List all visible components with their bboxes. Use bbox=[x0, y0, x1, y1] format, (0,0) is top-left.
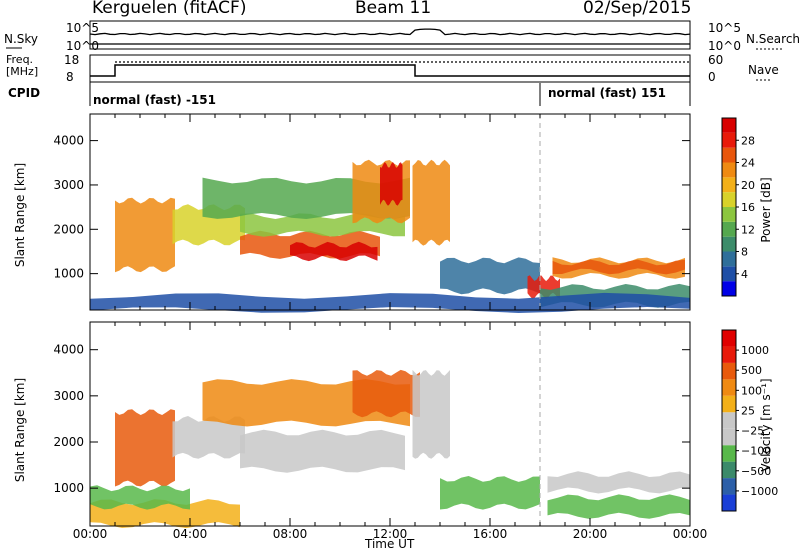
xtick-label-6: 00:00 bbox=[673, 527, 708, 541]
data-region-1-5 bbox=[412, 369, 450, 459]
xtick-label-5: 20:00 bbox=[573, 527, 608, 541]
colorbar-tick-label-0-0: 28 bbox=[741, 134, 755, 147]
nsearch-tick-low: 10^0 bbox=[708, 39, 741, 53]
freq-tick-high: 18 bbox=[64, 53, 80, 67]
colorbar-cell-1-2 bbox=[722, 461, 736, 479]
xtick-label-1: 04:00 bbox=[173, 527, 208, 541]
colorbar-tick-label-1-2: 100 bbox=[741, 384, 762, 397]
colorbar-tick-label-0-3: 16 bbox=[741, 201, 755, 214]
colorbar-tick-label-1-7: −1000 bbox=[741, 485, 778, 498]
cpid-segment-2: normal (fast) 151 bbox=[548, 86, 666, 100]
data-region-0-8 bbox=[412, 159, 450, 246]
colorbar-frame-1 bbox=[721, 329, 737, 512]
data-region-0-0 bbox=[115, 197, 175, 273]
data-region-0-7 bbox=[380, 162, 403, 206]
ytick-label-1-3: 4000 bbox=[53, 343, 84, 357]
colorbar-tick-label-0-6: 4 bbox=[741, 268, 748, 281]
colorbar-cell-1-3 bbox=[722, 445, 736, 462]
xtick-label-2: 08:00 bbox=[273, 527, 308, 541]
colorbar-cell-1-9 bbox=[722, 346, 736, 363]
data-region-1-2 bbox=[240, 429, 405, 473]
nave-tick-low: 0 bbox=[708, 70, 716, 84]
freq-tick-low: 8 bbox=[66, 70, 74, 84]
freq-unit: [MHz] bbox=[6, 65, 39, 78]
colorbar-cell-0-10 bbox=[722, 132, 736, 148]
colorbar-cell-1-8 bbox=[722, 362, 736, 380]
colorbar-tick-label-1-5: −100 bbox=[741, 445, 771, 458]
data-region-1-6 bbox=[440, 476, 540, 510]
xtick-label-0: 00:00 bbox=[73, 527, 108, 541]
colorbar-cell-1-4 bbox=[722, 428, 736, 446]
ytick-label-1-1: 2000 bbox=[53, 435, 84, 449]
data-region-1-1 bbox=[172, 416, 245, 459]
nsearch-label: N.Search bbox=[746, 32, 800, 46]
nave-tick-high: 60 bbox=[708, 53, 724, 67]
colorbar-tick-label-0-2: 20 bbox=[741, 179, 755, 192]
ytick-label-0-2: 3000 bbox=[53, 178, 84, 192]
colorbar-tick-label-1-6: −500 bbox=[741, 465, 771, 478]
data-region-0-9 bbox=[440, 257, 540, 295]
nsky-tick-high: 10^5 bbox=[66, 21, 99, 35]
colorbar-cell-1-5 bbox=[722, 412, 736, 429]
colorbar-cell-0-3 bbox=[722, 236, 736, 252]
nsky-label: N.Sky bbox=[4, 32, 39, 46]
data-region-0-12 bbox=[552, 259, 685, 275]
freq-trace bbox=[90, 64, 690, 77]
xtick-label-4: 16:00 bbox=[473, 527, 508, 541]
freq-label: Freq. bbox=[6, 53, 34, 66]
colorbar-tick-label-1-3: 25 bbox=[741, 404, 755, 417]
nave-label: Nave bbox=[748, 63, 779, 77]
nsky-trace bbox=[89, 28, 691, 36]
ytick-label-0-1: 2000 bbox=[53, 222, 84, 236]
data-region-1-4 bbox=[352, 369, 420, 418]
colorbar-tick-label-0-1: 24 bbox=[741, 157, 755, 170]
colorbar-cell-0-9 bbox=[722, 147, 736, 163]
colorbar-cell-1-0 bbox=[722, 494, 736, 511]
data-region-1-10 bbox=[90, 485, 190, 510]
ytick-label-0-0: 1000 bbox=[53, 267, 84, 281]
colorbar-tick-label-1-4: −25 bbox=[741, 425, 764, 438]
x-axis-label: Time UT bbox=[365, 537, 415, 551]
colorbar-tick-label-1-1: 500 bbox=[741, 364, 762, 377]
data-region-0-3 bbox=[290, 241, 378, 262]
freq-panel-frame bbox=[89, 54, 691, 83]
ytick-label-1-0: 1000 bbox=[53, 481, 84, 495]
data-region-1-8 bbox=[547, 494, 690, 519]
colorbar-cell-1-1 bbox=[722, 478, 736, 495]
colorbar-cell-0-7 bbox=[722, 177, 736, 193]
xtick-label-3: 12:00 bbox=[373, 527, 408, 541]
beam-title: Beam 11 bbox=[355, 0, 432, 18]
ytick-label-1-2: 3000 bbox=[53, 389, 84, 403]
cpid-segment-1: normal (fast) -151 bbox=[93, 93, 216, 107]
colorbar-cell-0-2 bbox=[722, 251, 736, 267]
date-title: 02/Sep/2015 bbox=[583, 0, 692, 18]
colorbar-cell-0-6 bbox=[722, 192, 736, 207]
colorbar-cell-0-4 bbox=[722, 221, 736, 237]
station-title: Kerguelen (fitACF) bbox=[92, 0, 247, 18]
colorbar-cell-1-7 bbox=[722, 379, 736, 396]
colorbar-tick-label-0-4: 12 bbox=[741, 223, 755, 236]
colorbar-tick-label-0-5: 8 bbox=[741, 246, 748, 259]
data-region-1-0 bbox=[115, 409, 175, 487]
cpid-label: CPID bbox=[8, 86, 41, 100]
colorbar-tick-label-1-0: 1000 bbox=[741, 344, 769, 357]
colorbar-cell-0-8 bbox=[722, 162, 736, 178]
colorbar-cell-0-11 bbox=[722, 118, 736, 133]
data-region-1-7 bbox=[547, 471, 690, 494]
colorbar-cell-0-5 bbox=[722, 207, 736, 222]
ytick-label-0-3: 4000 bbox=[53, 134, 84, 148]
data-region-1-9 bbox=[90, 499, 240, 529]
nsky-panel-frame bbox=[89, 20, 691, 50]
colorbar-cell-0-1 bbox=[722, 266, 736, 282]
colorbar-cell-1-6 bbox=[722, 395, 736, 413]
colorbar-cell-0-0 bbox=[722, 281, 736, 296]
data-region-0-4 bbox=[240, 213, 405, 237]
nsearch-tick-high: 10^5 bbox=[708, 21, 741, 35]
colorbar-cell-1-10 bbox=[722, 330, 736, 347]
